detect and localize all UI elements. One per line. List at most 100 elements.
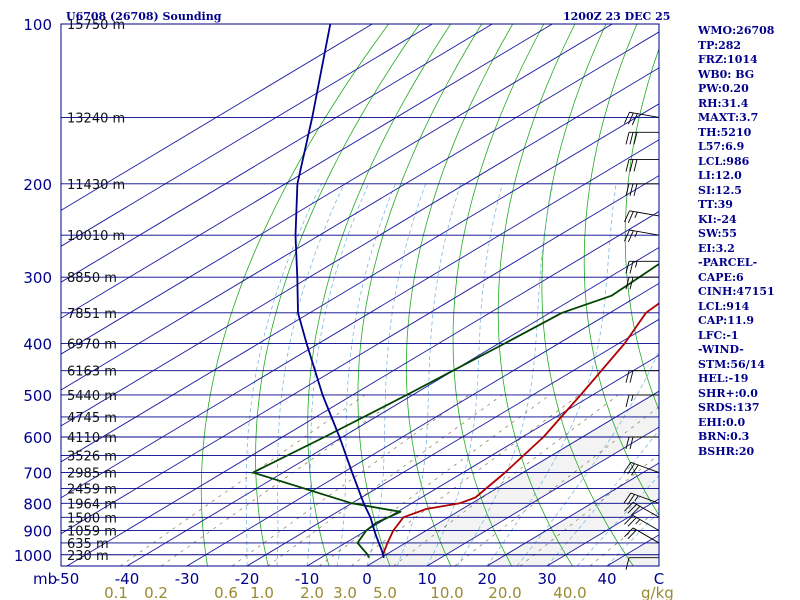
barb-flag [625, 159, 630, 172]
temperature-tick-label: -30 [175, 570, 200, 588]
index-item: SRDS:137 [698, 401, 760, 414]
pressure-tick-label: 700 [23, 465, 52, 483]
height-label: 230 m [67, 549, 109, 564]
barb-flag [625, 183, 630, 196]
barb-flag [624, 210, 630, 223]
isobars [61, 23, 659, 556]
barb-flag [625, 557, 630, 570]
valid-time: 1200Z 23 DEC 25 [563, 10, 671, 23]
wind-barb [625, 276, 659, 290]
barb-flag [627, 494, 635, 505]
barb-half [635, 261, 638, 268]
index-item: TH:5210 [698, 125, 752, 139]
barb-flag [625, 370, 630, 383]
temperature-tick-label: 10 [417, 570, 436, 588]
barb-flag [625, 132, 630, 145]
index-wmo: WMO:26708 [698, 24, 775, 37]
isotherm [61, 24, 373, 211]
barb-flag [633, 132, 638, 145]
isotherm [306, 354, 659, 566]
index-item: KI:-24 [698, 212, 737, 226]
barb-half [634, 231, 638, 238]
index-item: -PARCEL- [698, 256, 758, 269]
barb-staff [630, 461, 660, 473]
isotherm [61, 175, 659, 535]
height-label: 2985 m [67, 467, 117, 482]
pressure-tick-label: 1000 [14, 547, 52, 565]
barb-flag [624, 112, 630, 124]
mixing-ratio-line [589, 508, 659, 566]
barb-staff [629, 229, 660, 236]
isotherm [61, 24, 493, 283]
wind-barb [623, 492, 660, 505]
moist-adiabat [546, 429, 659, 566]
isotherm [61, 24, 433, 247]
pressure-tick-label: 500 [23, 387, 52, 405]
isotherm [61, 24, 613, 355]
pressure-tick-label: 300 [23, 269, 52, 287]
profile-lines [252, 24, 659, 558]
barb-flag [627, 211, 634, 223]
height-label: 2459 m [67, 482, 117, 497]
dry-adiabat [357, 24, 483, 566]
mixing-ratio-label: 2.0 [300, 584, 324, 600]
moist-adiabat [366, 183, 427, 566]
index-item: EI:3.2 [698, 241, 735, 255]
parcel-line [294, 24, 385, 558]
wind-barb [625, 159, 659, 172]
isotherm [61, 31, 659, 391]
wind-barb [625, 370, 659, 383]
barb-flag [627, 112, 634, 125]
mixing-ratio-label: 0.2 [144, 584, 168, 600]
pressure-unit: mb [33, 570, 57, 588]
mixing-ratio-line [160, 394, 404, 566]
wind-barb [624, 210, 660, 223]
height-label: 3526 m [67, 449, 117, 464]
dry-adiabat [405, 24, 514, 566]
barb-flag [625, 394, 630, 408]
barb-flag [631, 505, 641, 516]
dry-adiabat [497, 24, 576, 566]
wind-barb [624, 501, 660, 518]
height-label: 6163 m [67, 365, 117, 380]
dewpoint-line [252, 262, 659, 558]
index-item: LI:12.0 [698, 169, 742, 182]
mixing-ratio-label: 1.0 [250, 584, 274, 600]
height-label: 1964 m [67, 497, 117, 512]
station-title: U6708 (26708) Sounding [66, 10, 222, 23]
isotherm [61, 139, 659, 499]
index-item: TT:39 [698, 198, 733, 211]
barb-staff [629, 111, 660, 118]
barb-flag [627, 503, 637, 514]
barb-staff [629, 210, 660, 217]
barb-half [631, 394, 634, 402]
index-item: CAPE:6 [698, 270, 744, 284]
temperature-tick-label: 40 [597, 570, 616, 588]
mixing-ratio-unit: g/kg [641, 584, 674, 600]
barb-staff [632, 527, 660, 544]
isotherm [366, 390, 659, 566]
height-label: 15750 m [67, 18, 125, 33]
height-label: 7851 m [67, 307, 117, 322]
barb-flag [633, 159, 638, 172]
wind-barb [624, 229, 660, 243]
temperature-tick-label: -20 [235, 570, 260, 588]
height-label: 4745 m [67, 411, 117, 426]
mixing-ratio-label: 20.0 [488, 584, 521, 600]
wind-barb [625, 557, 659, 570]
pressure-tick-label: 200 [23, 176, 52, 194]
pressure-tick-label: 600 [23, 429, 52, 447]
index-item: STM:56/14 [698, 357, 765, 371]
dry-adiabat [452, 24, 545, 566]
index-item: SI:12.5 [698, 183, 742, 197]
moist-adiabat [576, 474, 659, 566]
pressure-tick-label: 900 [23, 522, 52, 540]
index-item: PW:0.20 [698, 82, 749, 95]
isotherm [486, 462, 659, 566]
barb-staff [630, 492, 660, 504]
wind-barb [625, 260, 659, 274]
index-item: EHI:0.0 [698, 415, 746, 429]
barb-flag [627, 517, 637, 527]
pressure-tick-label: 100 [23, 16, 52, 34]
isotherm [61, 24, 553, 319]
